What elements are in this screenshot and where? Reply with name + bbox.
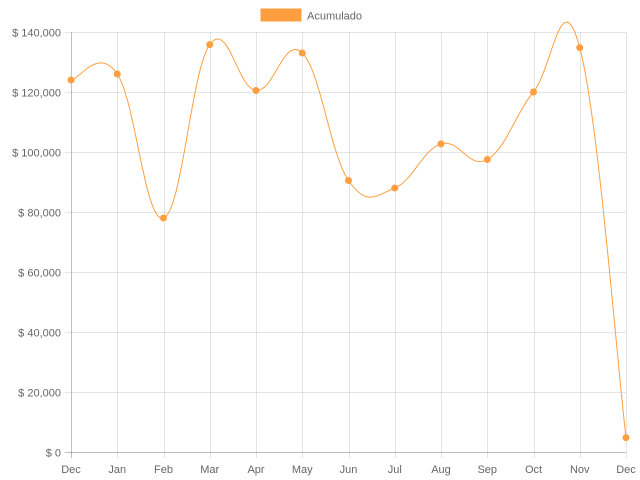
x-tick-label: Jun — [340, 464, 358, 476]
y-gridlines — [65, 32, 626, 453]
y-tick-label: $ 100,000 — [12, 148, 61, 160]
data-point — [622, 434, 630, 442]
x-tick-label: Jul — [388, 464, 402, 476]
legend-label: Acumulado — [307, 11, 362, 23]
x-tick-label: Sep — [477, 464, 497, 476]
y-tick-label: $ 80,000 — [18, 208, 61, 220]
data-point — [113, 70, 121, 78]
data-point — [160, 214, 167, 222]
x-axis-tick-labels: Dec Jan Feb Mar Apr May Jun Jul Aug Sep Oct Nov Dec — [61, 464, 636, 476]
y-tick-label: $ 20,000 — [18, 388, 61, 400]
x-tick-label: Apr — [247, 464, 264, 476]
legend[interactable]: Acumulado — [260, 8, 362, 23]
data-point — [298, 49, 306, 57]
x-tick-label: Feb — [154, 464, 173, 476]
legend-swatch — [260, 8, 302, 22]
data-point — [391, 184, 399, 192]
data-point — [576, 44, 584, 52]
y-axis-tick-labels: $ 0 $ 20,000 $ 40,000 $ 60,000 $ 80,000 $ 100… — [12, 28, 61, 460]
x-tick-label: Aug — [431, 464, 451, 476]
series-line — [70, 21, 627, 438]
series-acumulado — [67, 21, 630, 442]
x-tick-label: Dec — [616, 464, 636, 476]
data-point — [345, 177, 352, 184]
x-tick-label: Jan — [108, 464, 126, 476]
x-tick-label: Nov — [570, 464, 590, 476]
data-point — [530, 88, 537, 96]
x-tick-label: Dec — [61, 464, 81, 476]
y-tick-label: $ 140,000 — [12, 28, 61, 40]
data-point — [206, 41, 214, 49]
x-gridlines — [71, 32, 627, 458]
data-point — [483, 156, 491, 163]
data-point — [67, 76, 75, 84]
y-tick-label: $ 40,000 — [18, 328, 61, 340]
y-tick-label: $ 0 — [46, 448, 61, 460]
y-tick-label: $ 60,000 — [18, 268, 61, 280]
x-tick-label: May — [292, 464, 313, 476]
x-tick-label: Mar — [200, 464, 219, 476]
data-point — [252, 87, 260, 94]
y-tick-label: $ 120,000 — [12, 88, 61, 100]
x-tick-label: Oct — [525, 464, 542, 476]
data-point — [437, 140, 445, 148]
